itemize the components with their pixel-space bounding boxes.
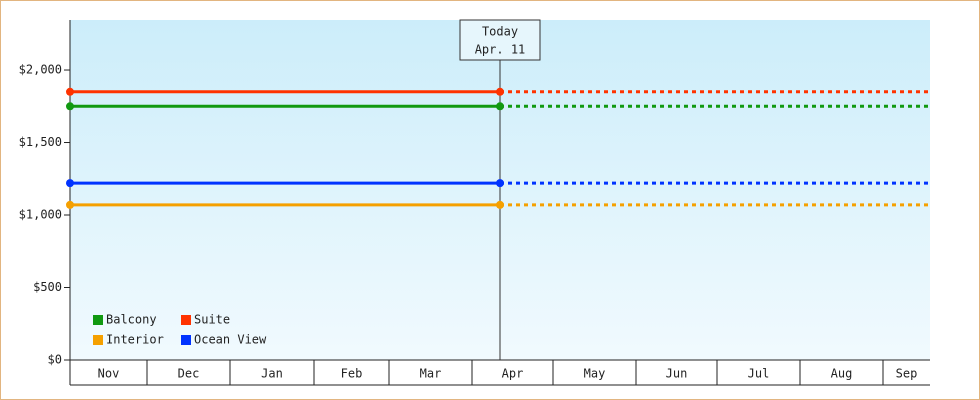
x-tick-label: Jul (748, 367, 770, 381)
point (66, 102, 74, 111)
x-tick-label: Jan (261, 367, 283, 381)
point (66, 87, 74, 96)
today-label: Today (482, 25, 518, 39)
x-tick-label: Nov (98, 367, 120, 381)
point (496, 102, 504, 111)
point (66, 179, 74, 188)
y-tick-label: $2,000 (19, 63, 62, 77)
legend-swatch (93, 315, 103, 325)
legend-swatch (181, 335, 191, 345)
y-tick-label: $1,000 (19, 208, 62, 222)
x-tick-label: May (584, 367, 606, 381)
point (496, 179, 504, 188)
x-tick-label: Apr (502, 367, 524, 381)
y-tick-label: $500 (33, 280, 62, 294)
legend-label: Balcony (106, 313, 157, 327)
today-box (459, 19, 541, 61)
y-tick-label: $0 (48, 353, 62, 367)
legend-swatch (181, 315, 191, 325)
legend-label: Suite (194, 313, 230, 327)
x-tick-label: Sep (896, 367, 918, 381)
y-tick-label: $1,500 (19, 135, 62, 149)
x-tick-label: Aug (831, 367, 853, 381)
legend-label: Interior (106, 333, 164, 347)
legend-label: Ocean View (194, 333, 267, 347)
x-tick-label: Dec (178, 367, 200, 381)
today-date: Apr. 11 (475, 43, 526, 57)
x-tick-label: Mar (420, 367, 442, 381)
point (66, 200, 74, 209)
point (496, 87, 504, 96)
x-tick-label: Jun (666, 367, 688, 381)
legend-swatch (93, 335, 103, 345)
x-tick-label: Feb (341, 367, 363, 381)
point (496, 200, 504, 209)
